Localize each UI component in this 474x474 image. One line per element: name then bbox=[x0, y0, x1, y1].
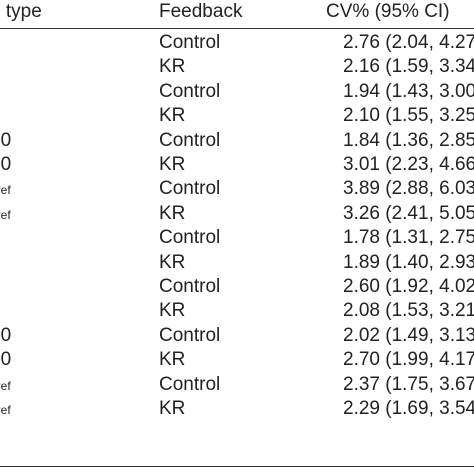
table-row: KR 2.16 (1.59, 3.34) bbox=[0, 55, 474, 79]
cell-feedback: KR bbox=[159, 251, 186, 273]
cell-feedback: Control bbox=[159, 324, 221, 346]
cell-type-main: 90 bbox=[0, 129, 12, 151]
cell-feedback: Control bbox=[159, 80, 221, 102]
cell-cv: 2.10 (1.55, 3.25) bbox=[343, 105, 474, 127]
table-row: 90 KR 2.70 (1.99, 4.17) bbox=[0, 348, 474, 372]
table-row: 90 KR 3.01 (2.23, 4.66) bbox=[0, 153, 474, 177]
cell-feedback: KR bbox=[159, 56, 186, 78]
cell-cv: 1.78 (1.31, 2.75) bbox=[343, 227, 474, 249]
cell-cv: 2.37 (1.75, 3.67) bbox=[343, 373, 474, 395]
table-row: pref Control 2.37 (1.75, 3.67) bbox=[0, 373, 474, 397]
table-row: pref Control 3.89 (2.88, 6.03) bbox=[0, 177, 474, 201]
header-feedback: Feedback bbox=[159, 1, 243, 22]
cell-cv: 3.01 (2.23, 4.66) bbox=[343, 154, 474, 175]
cell-feedback: KR bbox=[159, 202, 186, 224]
cell-type-main: 90 bbox=[0, 349, 12, 371]
cell-feedback: KR bbox=[159, 300, 186, 322]
cell-feedback: Control bbox=[159, 227, 221, 249]
cell-feedback: Control bbox=[159, 32, 221, 53]
cell-cv: 2.76 (2.04, 4.27) bbox=[343, 32, 474, 53]
table-row: 90 Control 1.84 (1.36, 2.85) bbox=[0, 129, 474, 153]
cell-feedback: KR bbox=[159, 398, 186, 419]
cell-type-subscript: pref bbox=[0, 207, 11, 222]
cell-type: 90 bbox=[0, 349, 11, 372]
header-rule bbox=[0, 28, 474, 29]
cell-type: 90 bbox=[0, 325, 11, 348]
cell-type: pref bbox=[0, 203, 11, 226]
cell-cv: 1.89 (1.40, 2.93) bbox=[343, 251, 474, 273]
cell-cv: 2.60 (1.92, 4.02) bbox=[343, 276, 474, 297]
cell-cv: 3.26 (2.41, 5.05) bbox=[343, 202, 474, 224]
cell-feedback: Control bbox=[159, 276, 221, 297]
header-type: p type bbox=[0, 1, 42, 22]
cell-feedback: KR bbox=[159, 349, 186, 371]
table-header: p type Feedback CV% (95% CI) bbox=[0, 0, 474, 28]
cell-cv: 3.89 (2.88, 6.03) bbox=[343, 178, 474, 200]
cell-feedback: KR bbox=[159, 154, 186, 175]
cell-feedback: Control bbox=[159, 373, 221, 395]
table-row: pref KR 3.26 (2.41, 5.05) bbox=[0, 202, 474, 226]
cell-cv: 1.84 (1.36, 2.85) bbox=[343, 129, 474, 151]
bottom-rule bbox=[0, 466, 474, 467]
cell-type-main: 90 bbox=[0, 324, 12, 346]
cell-type-subscript: pref bbox=[0, 378, 11, 393]
table-row: KR 1.89 (1.40, 2.93) bbox=[0, 251, 474, 275]
cell-cv: 2.02 (1.49, 3.13) bbox=[343, 324, 474, 346]
cell-type-main: 90 bbox=[0, 154, 12, 175]
cell-cv: 2.70 (1.99, 4.17) bbox=[343, 349, 474, 371]
cell-type: pref bbox=[0, 178, 11, 201]
table-row: efControl1.94 (1.43, 3.00) bbox=[0, 80, 474, 104]
cell-type: pref bbox=[0, 374, 11, 397]
table-row: Control 2.76 (2.04, 4.27) bbox=[0, 31, 474, 55]
cell-type: 90 bbox=[0, 130, 11, 153]
cell-feedback: KR bbox=[159, 105, 186, 127]
cell-feedback: Control bbox=[159, 129, 221, 151]
cell-feedback: Control bbox=[159, 178, 221, 200]
cell-cv: 2.29 (1.69, 3.54) bbox=[343, 398, 474, 419]
cell-cv: 2.08 (1.53, 3.21) bbox=[343, 300, 474, 322]
cell-type: 90 bbox=[0, 154, 11, 177]
table-row: pref KR 2.29 (1.69, 3.54) bbox=[0, 397, 474, 421]
table-row: 90 Control 2.02 (1.49, 3.13) bbox=[0, 324, 474, 348]
header-cv: CV% (95% CI) bbox=[326, 1, 450, 22]
cell-cv: 2.16 (1.59, 3.34) bbox=[343, 56, 474, 78]
cell-type-subscript: pref bbox=[0, 183, 11, 198]
cell-cv: 1.94 (1.43, 3.00) bbox=[343, 80, 474, 102]
table-row: Control 1.78 (1.31, 2.75) bbox=[0, 226, 474, 250]
cell-type: pref bbox=[0, 398, 11, 421]
cell-type-subscript: pref bbox=[0, 403, 11, 417]
